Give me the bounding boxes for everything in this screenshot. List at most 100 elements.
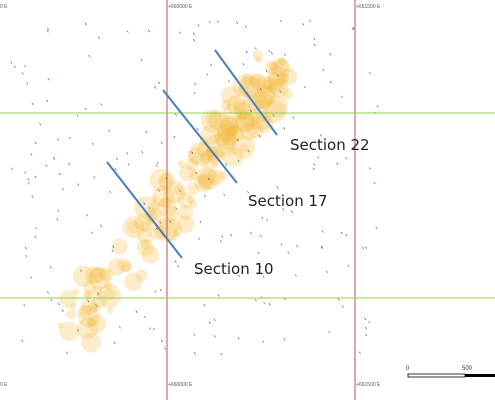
halo [246,89,268,111]
halo [220,116,237,133]
halo [92,285,103,297]
drill-trace [45,164,48,167]
halo [146,216,155,225]
drill-trace [84,22,87,26]
drill-trace [376,105,379,108]
drill-trace [112,245,115,249]
halo [99,267,114,282]
drill-trace [196,272,199,275]
drill-trace [23,303,26,307]
halo [281,68,298,85]
drill-trace [237,274,240,277]
drill-trace [148,206,151,210]
drill-trace [79,269,82,273]
drill-trace [283,53,286,56]
drill-trace [31,102,34,106]
halo [219,116,240,137]
halo [201,150,215,164]
drill-trace [57,302,60,306]
drill-trace [100,224,103,227]
drill-trace [276,74,279,77]
halo [85,266,103,284]
drill-trace [364,326,367,330]
drill-trace [294,274,297,277]
drill-trace [358,351,361,354]
halo [206,154,214,161]
drill-trace [152,327,155,331]
drill-trace [221,235,224,238]
drill-trace [35,227,38,230]
halo [233,100,246,112]
grid-label: +660000 E [168,4,193,10]
halo [220,126,240,146]
halo [240,123,258,141]
halo [208,111,228,130]
drill-trace [24,246,27,250]
drill-trace [219,240,222,243]
drill-trace [96,292,100,295]
halo [126,220,140,234]
drill-trace [159,221,162,224]
halo [227,146,236,156]
halo [266,85,274,92]
halo [177,160,186,169]
drill-trace [143,202,146,205]
drill-trace [174,113,177,116]
halo [234,111,256,132]
drill-trace [156,161,159,165]
drill-trace [174,260,177,263]
halo [188,200,198,209]
halo [140,221,151,232]
halo [104,282,112,290]
halo [178,164,196,182]
halo [231,124,242,135]
drill-trace [262,340,265,343]
drill-trace [173,135,176,139]
halo [124,272,143,291]
drill-trace [237,159,240,163]
drill-trace [46,99,49,103]
drill-trace [282,208,285,211]
drill-trace [268,50,271,53]
halo [83,291,92,299]
drill-trace [61,309,64,312]
drill-trace [27,182,30,185]
drill-trace [279,19,282,23]
drill-trace [368,71,371,75]
grid-label: 0 E [0,382,8,388]
scale-label: 500 [462,366,473,372]
halo [262,79,274,90]
halo [188,170,198,181]
drill-trace [24,171,27,174]
drill-trace [34,175,37,179]
drill-trace [108,129,111,132]
drill-trace [375,226,378,229]
halo [59,321,79,342]
halo [264,60,279,75]
halo [117,258,132,273]
halo [144,208,159,222]
halo [106,307,114,314]
halo [226,124,245,143]
drill-trace [309,194,312,198]
halo [185,158,199,172]
halo [263,99,287,123]
drill-trace [86,213,89,217]
halo [152,185,175,208]
drill-trace [87,299,90,303]
halo [255,115,274,134]
drill-trace [56,218,59,221]
drill-trace [268,303,271,306]
drill-trace [39,122,42,126]
drill-trace [341,305,344,308]
halo [246,121,264,139]
drill-trace [352,26,355,30]
drill-trace [208,321,211,324]
drill-trace [193,333,196,336]
drill-trace [283,127,286,130]
drill-trace [329,80,332,84]
halo [134,213,152,232]
drill-trace [279,90,282,93]
halo [220,99,232,111]
